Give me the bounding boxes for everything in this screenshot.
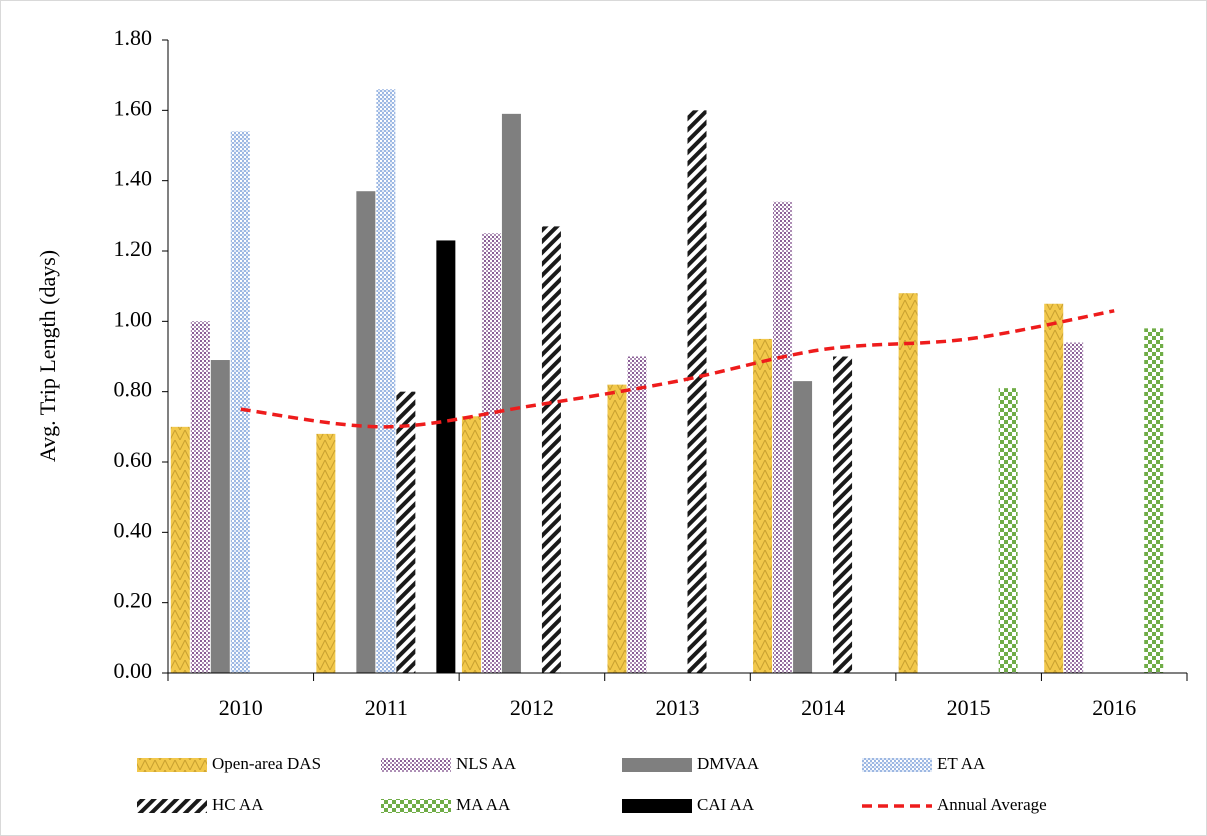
y-tick-label: 1.60	[114, 95, 153, 120]
bar	[190, 321, 210, 673]
bar	[481, 233, 501, 673]
bar	[1044, 303, 1064, 673]
bar	[436, 240, 456, 673]
bar	[1144, 328, 1164, 673]
y-tick-label: 1.40	[114, 166, 153, 191]
x-tick-label: 2014	[801, 695, 845, 720]
bar	[210, 360, 230, 673]
bar	[998, 388, 1018, 673]
y-tick-label: 1.00	[114, 306, 153, 331]
bar	[376, 89, 396, 673]
legend-swatch	[137, 799, 207, 813]
legend-label: Open-area DAS	[212, 754, 321, 773]
y-tick-label: 0.20	[114, 588, 153, 613]
bar	[541, 226, 561, 673]
x-tick-label: 2010	[219, 695, 263, 720]
line-series	[240, 309, 1115, 429]
legend-label: Annual Average	[937, 795, 1047, 814]
bar	[396, 391, 416, 673]
legend-swatch	[381, 758, 451, 772]
legend-label: HC AA	[212, 795, 264, 814]
bar	[356, 191, 376, 673]
y-tick-label: 1.20	[114, 236, 153, 261]
y-tick-label: 0.40	[114, 517, 153, 542]
legend-swatch	[622, 758, 692, 772]
legend-label: CAI AA	[697, 795, 755, 814]
y-tick-label: 0.00	[114, 658, 153, 683]
legend-label: DMVAA	[697, 754, 760, 773]
legend-label: ET AA	[937, 754, 986, 773]
y-tick-label: 1.80	[114, 25, 153, 50]
x-tick-label: 2011	[365, 695, 408, 720]
legend-swatch	[862, 758, 932, 772]
legend-swatch	[137, 758, 207, 772]
legend-label: NLS AA	[456, 754, 517, 773]
bar	[170, 426, 190, 673]
legend-label: MA AA	[456, 795, 511, 814]
x-tick-label: 2016	[1092, 695, 1136, 720]
bar	[753, 338, 773, 673]
bar	[898, 293, 918, 673]
bar	[627, 356, 647, 673]
legend-swatch	[622, 799, 692, 813]
y-axis-label: Avg. Trip Length (days)	[35, 250, 60, 462]
bar	[316, 433, 336, 673]
y-tick-label: 0.60	[114, 447, 153, 472]
bar	[687, 110, 707, 674]
bar	[230, 131, 250, 673]
bar	[501, 113, 521, 674]
bar	[793, 381, 813, 673]
x-tick-label: 2012	[510, 695, 554, 720]
x-tick-label: 2013	[656, 695, 700, 720]
legend-swatch	[381, 799, 451, 813]
x-tick-label: 2015	[947, 695, 991, 720]
bar	[833, 356, 853, 673]
bar	[773, 201, 793, 673]
y-tick-label: 0.80	[114, 377, 153, 402]
bar	[1064, 342, 1084, 673]
bar	[461, 416, 481, 673]
bar	[607, 384, 627, 673]
